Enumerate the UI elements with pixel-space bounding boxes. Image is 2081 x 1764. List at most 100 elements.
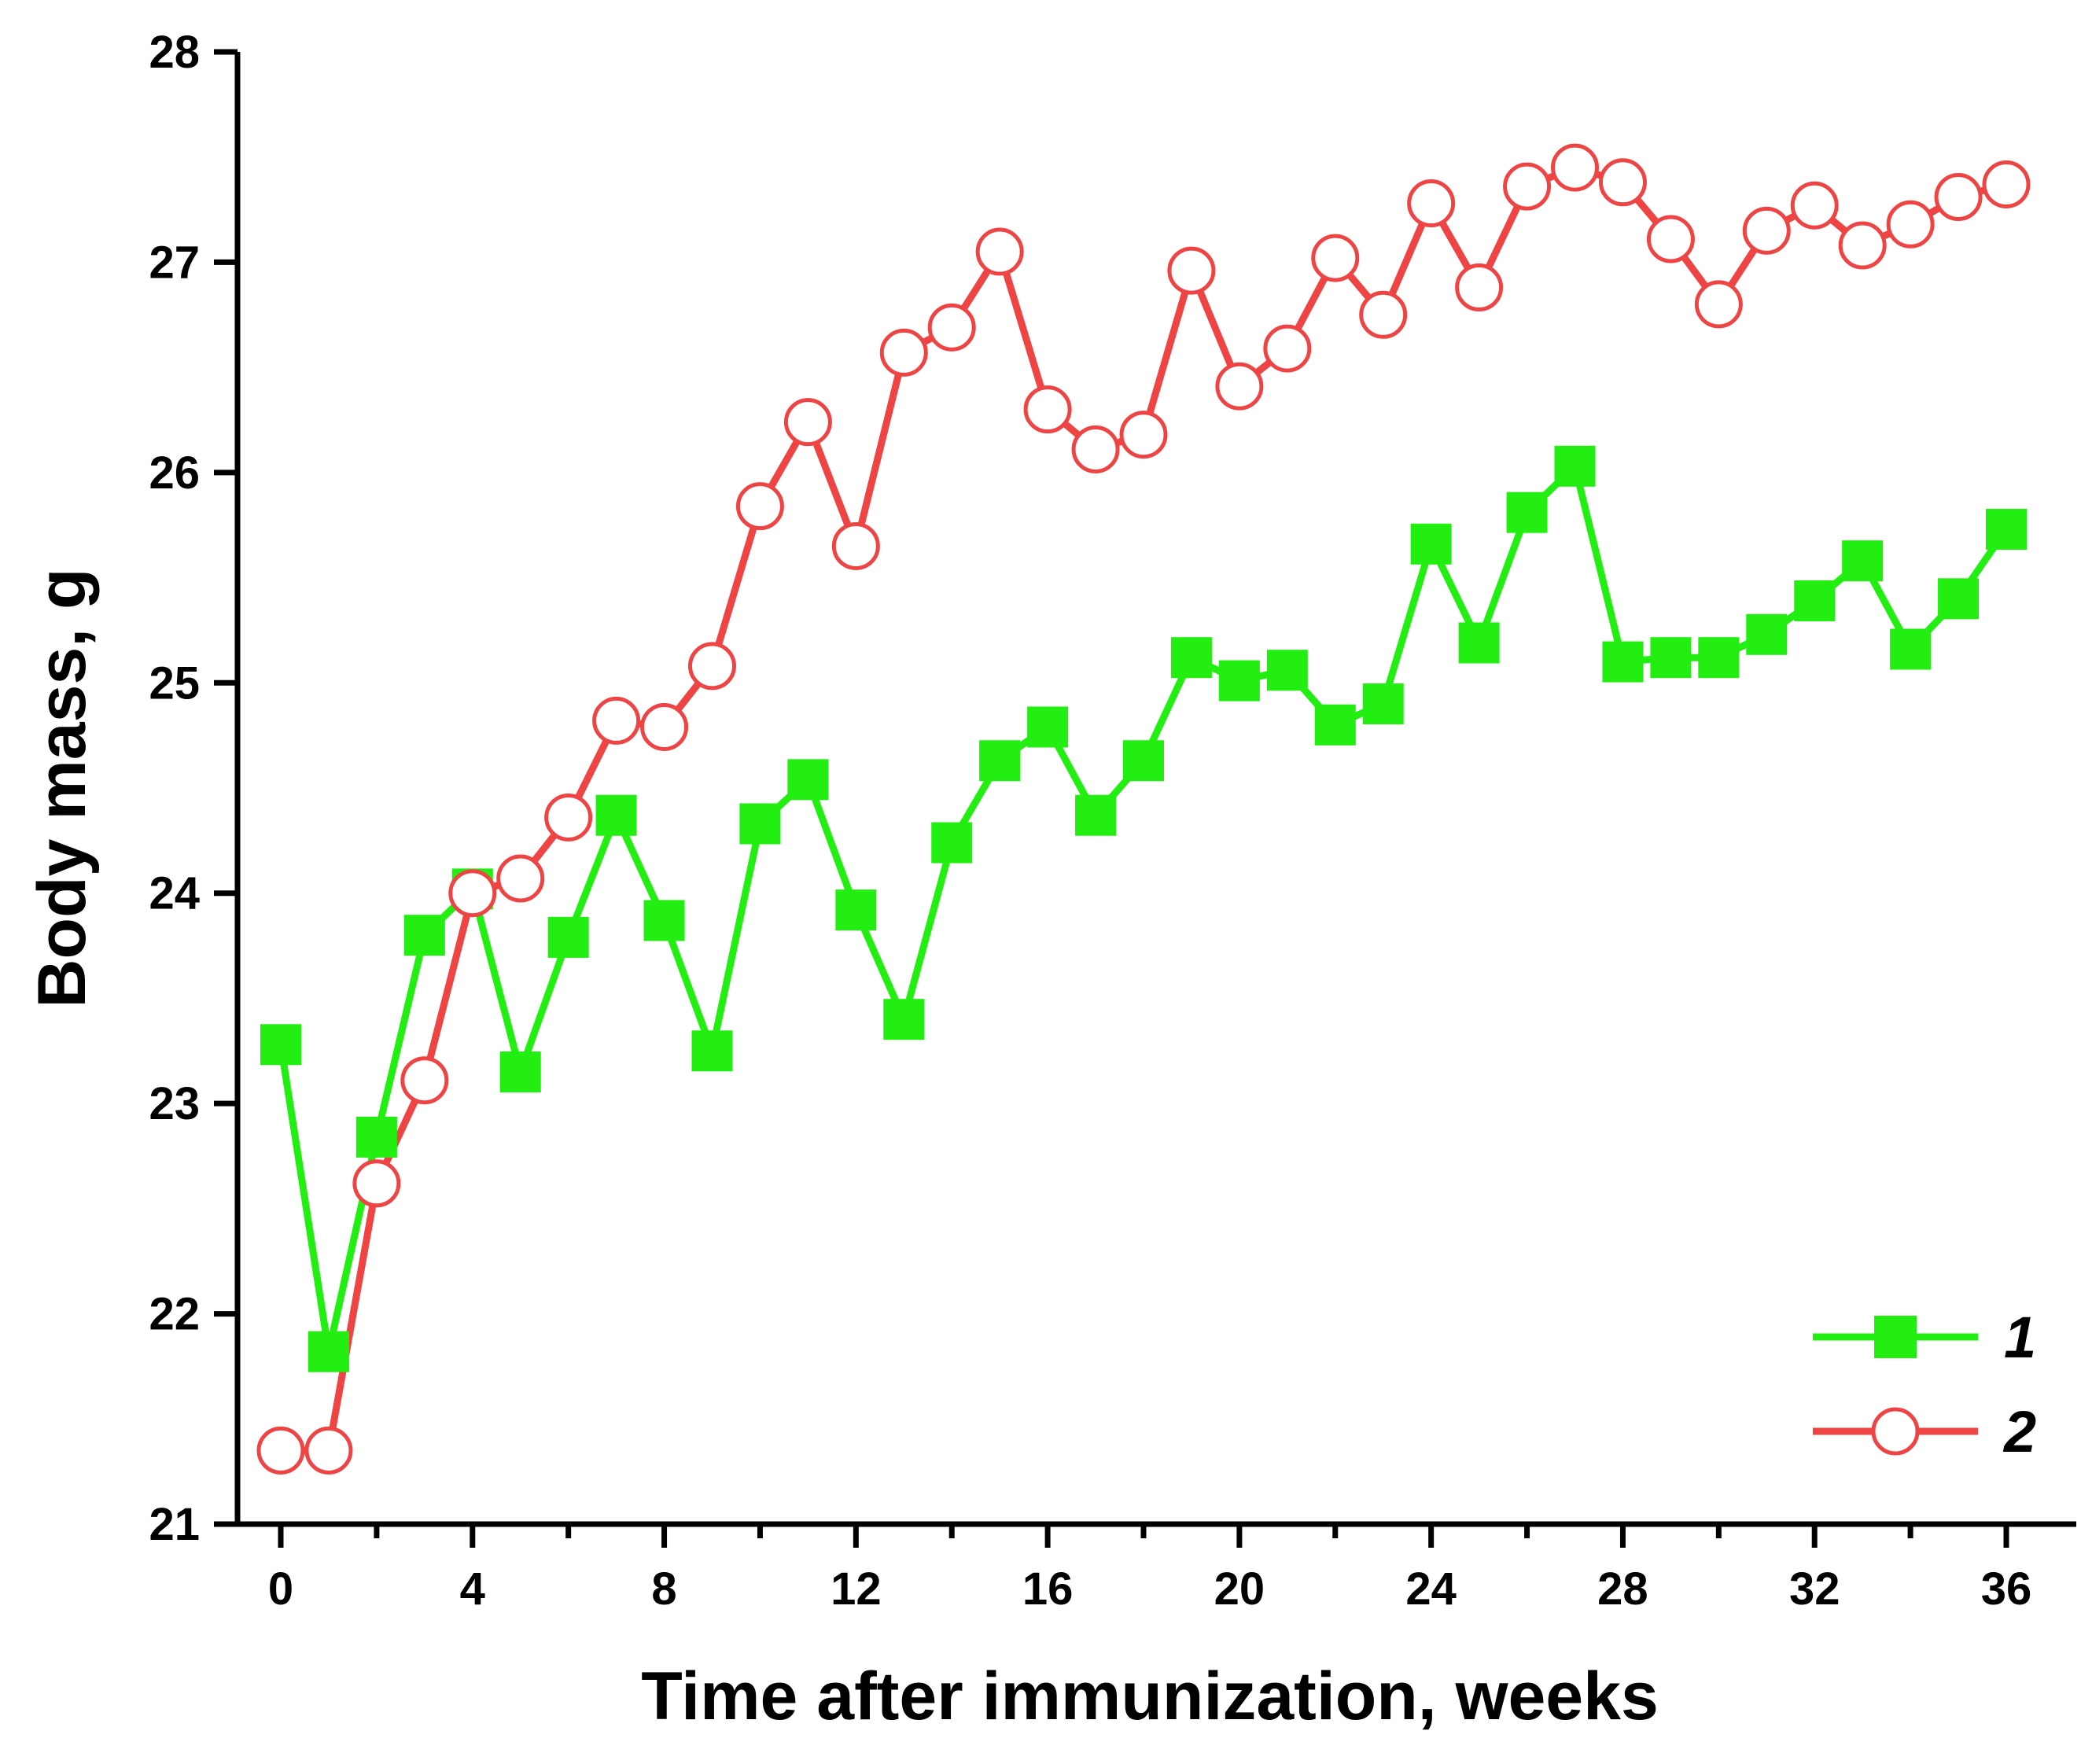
x-axis-title: Time after immunization, weeks (641, 1659, 1659, 1734)
x-tick-label: 8 (651, 1563, 676, 1615)
data-point (1506, 492, 1548, 533)
y-tick-label: 24 (149, 868, 200, 919)
data-point (308, 1331, 349, 1372)
data-point (1602, 641, 1644, 683)
data-point (975, 227, 1024, 276)
legend-label-series-1: 1 (2004, 1305, 2036, 1370)
data-point (1311, 234, 1360, 282)
data-point (256, 1426, 305, 1475)
data-point (1554, 445, 1596, 487)
series-line-2 (281, 164, 2008, 1454)
data-point (355, 1116, 397, 1158)
data-point (1790, 181, 1839, 230)
data-point (1215, 362, 1264, 411)
data-point (595, 794, 637, 836)
data-point (640, 702, 689, 751)
y-tick-label: 25 (149, 657, 200, 709)
y-tick-label: 27 (149, 237, 200, 288)
x-tick-label: 16 (1022, 1563, 1074, 1615)
data-point (835, 889, 877, 931)
data-point (1503, 162, 1552, 211)
data-point (448, 869, 497, 918)
data-point (1119, 411, 1168, 459)
x-tick-label: 12 (831, 1563, 882, 1615)
data-point (1455, 263, 1504, 312)
data-point (1938, 578, 1980, 620)
data-point (1027, 706, 1069, 748)
x-tick-label: 28 (1597, 1563, 1648, 1615)
data-point (1410, 523, 1452, 565)
series-line-1 (277, 462, 2009, 1356)
series-2-points (256, 143, 2031, 1475)
legend-marker-series-2 (1871, 1407, 1920, 1456)
data-point (1886, 200, 1935, 249)
data-point (787, 759, 829, 801)
data-point (499, 1051, 541, 1093)
data-point (1218, 660, 1260, 702)
series-1-points (260, 445, 2027, 1372)
data-point (1742, 206, 1791, 255)
data-point (1890, 628, 1932, 670)
data-point (1986, 509, 2027, 551)
data-point (1071, 425, 1120, 473)
data-point (1842, 540, 1884, 582)
data-point (691, 1030, 733, 1072)
data-point (547, 916, 589, 958)
data-point (1023, 385, 1072, 434)
data-point (592, 696, 641, 745)
data-point (403, 915, 445, 956)
data-point (1838, 221, 1887, 270)
y-tick-label: 28 (149, 27, 200, 78)
x-tick-label: 24 (1405, 1563, 1457, 1615)
data-point (400, 1056, 449, 1105)
x-tick-label: 20 (1214, 1563, 1265, 1615)
series-lines (277, 164, 2009, 1454)
data-point (1123, 740, 1164, 782)
data-point (1746, 613, 1788, 655)
data-point (1650, 637, 1692, 679)
data-point (1934, 173, 1983, 222)
data-point (1646, 215, 1695, 263)
x-tick-label: 0 (268, 1563, 293, 1615)
data-point (783, 398, 832, 447)
y-tick-label: 21 (149, 1499, 200, 1550)
data-point (1551, 143, 1599, 192)
data-point (260, 1024, 301, 1066)
tick-labels: 21 22 23 24 25 26 27 28 0 4 8 12 16 20 24 28 32 36 (149, 27, 2031, 1615)
x-tick-label: 4 (460, 1563, 485, 1615)
data-point (1263, 324, 1312, 373)
data-point (927, 303, 976, 352)
x-tick-label: 36 (1981, 1563, 2032, 1615)
legend-label-series-2: 2 (2002, 1399, 2036, 1464)
data-point (1794, 580, 1836, 621)
y-tick-label: 22 (149, 1289, 200, 1340)
data-point (1407, 179, 1456, 228)
data-point (739, 803, 781, 845)
data-point (1170, 637, 1212, 679)
y-tick-label: 23 (149, 1078, 200, 1129)
data-point (879, 328, 928, 377)
data-point (304, 1426, 353, 1475)
data-point (1982, 160, 2031, 208)
data-point (1458, 622, 1500, 664)
data-point (544, 793, 593, 841)
data-point (643, 900, 685, 941)
data-point (1075, 794, 1117, 836)
legend-marker-series-1 (1874, 1316, 1917, 1358)
data-point (1314, 704, 1356, 746)
data-point (688, 642, 736, 691)
series-markers (256, 143, 2031, 1475)
axes (234, 52, 2076, 1527)
legend: 1 2 (1813, 1305, 2036, 1464)
data-point (931, 822, 973, 864)
data-point (1698, 637, 1740, 679)
data-point (1167, 246, 1216, 295)
data-point (1359, 290, 1408, 339)
data-point (1266, 650, 1308, 691)
y-tick-label: 26 (149, 447, 200, 499)
data-point (831, 521, 880, 570)
y-axis-title: Body mass, g (24, 568, 100, 1007)
data-point (979, 740, 1021, 782)
data-point (883, 999, 925, 1040)
